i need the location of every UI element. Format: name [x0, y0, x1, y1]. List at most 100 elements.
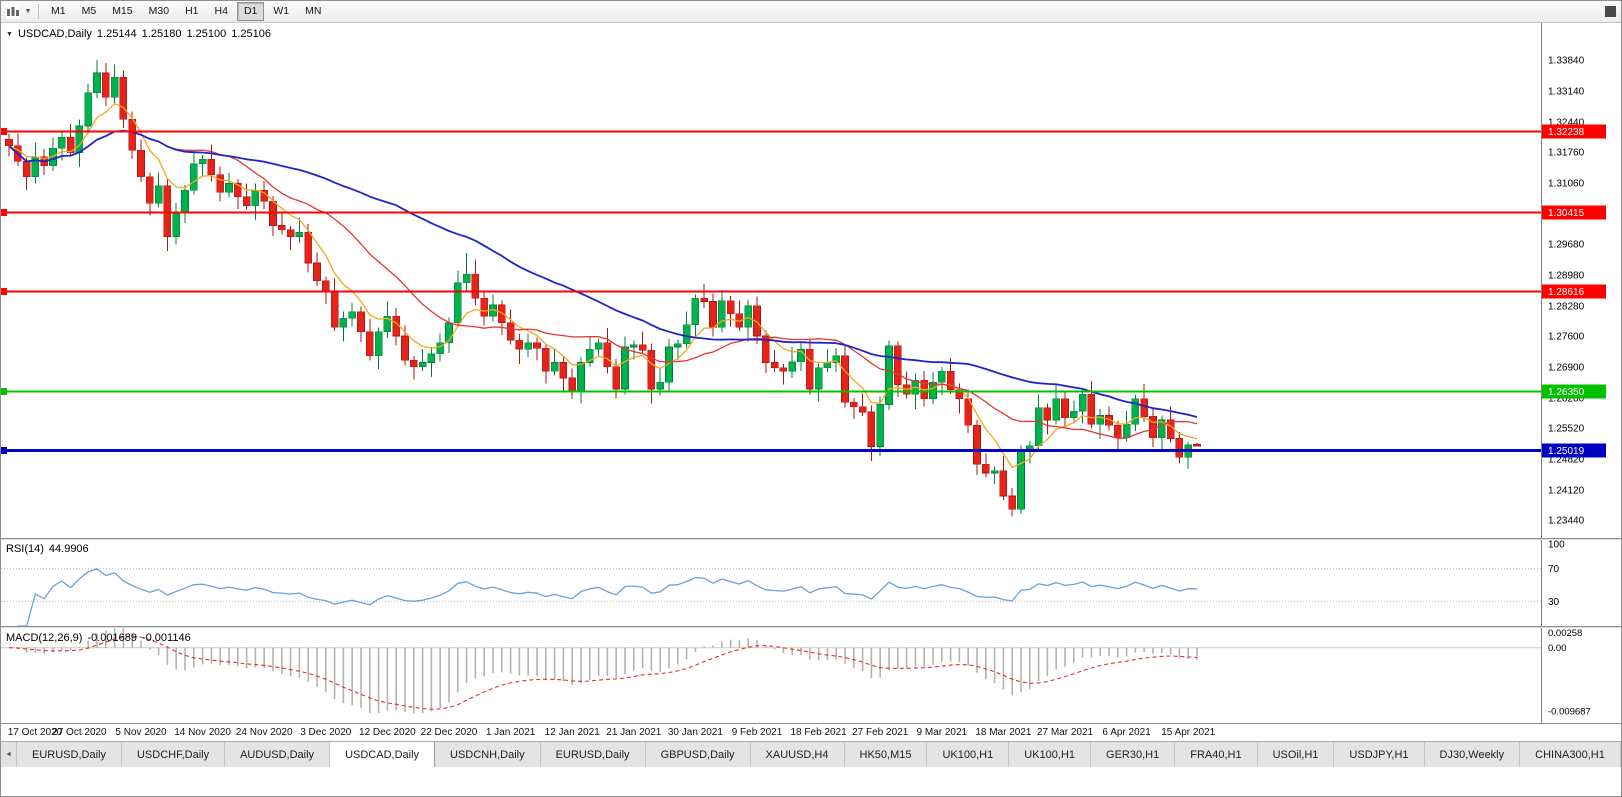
toolbar-separator [38, 4, 39, 19]
chart-tab-eurusd-daily[interactable]: EURUSD,Daily [17, 742, 122, 767]
svg-text:70: 70 [1548, 564, 1560, 575]
svg-text:1.25019: 1.25019 [1548, 446, 1585, 457]
date-axis-label: 21 Jan 2021 [606, 727, 662, 738]
rsi-panel[interactable]: 100 70 30 [1, 540, 1622, 626]
date-axis-label: 18 Feb 2021 [790, 727, 847, 738]
svg-text:100: 100 [1548, 540, 1565, 551]
rsi-value: 44.9906 [48, 543, 89, 555]
timeframe-button-m15[interactable]: M15 [112, 5, 133, 17]
chart-tab-usdchf-daily[interactable]: USDCHF,Daily [121, 742, 226, 767]
chart-tab-uk100-h1[interactable]: UK100,H1 [1009, 742, 1092, 767]
timeframe-toolbar: ▼ M1 M5 M15 M30 H1 H4 D1 W1 MN [1, 1, 1621, 23]
window-bottom-space [1, 767, 1621, 796]
svg-text:1.26350: 1.26350 [1548, 387, 1585, 398]
chart-tab-hk50-m15[interactable]: HK50,M15 [844, 742, 928, 767]
date-axis-label: 24 Nov 2020 [235, 727, 293, 738]
timeframe-button-m30[interactable]: M30 [148, 5, 170, 17]
ohlc-low: 1.25100 [186, 28, 227, 40]
svg-text:1.24120: 1.24120 [1548, 485, 1585, 496]
date-axis-label: 15 Apr 2021 [1161, 727, 1216, 738]
timeframe-button-m1[interactable]: M1 [51, 5, 66, 17]
svg-text:0.00258: 0.00258 [1548, 628, 1582, 639]
timeframe-button-h4[interactable]: H4 [214, 5, 228, 17]
date-axis-label: 6 Apr 2021 [1102, 727, 1151, 738]
date-axis-label: 9 Feb 2021 [731, 727, 783, 738]
date-axis-label: 27 Mar 2021 [1036, 727, 1094, 738]
tabs-scroll-left-icon[interactable]: ◄ [1, 742, 17, 767]
svg-text:30: 30 [1548, 597, 1560, 608]
svg-text:1.33840: 1.33840 [1548, 56, 1585, 67]
chart-tab-gbpusd-daily[interactable]: GBPUSD,Daily [645, 742, 751, 767]
svg-text:1.32440: 1.32440 [1548, 118, 1585, 129]
timeframe-button-group: M1 M5 M15 M30 H1 H4 D1 W1 MN [43, 2, 329, 21]
macd-indicator-label: MACD(12,26,9) -0.001689 -0.001146 [6, 632, 196, 644]
ohlc-high: 1.25180 [141, 28, 182, 40]
date-axis-label: 30 Jan 2021 [667, 727, 723, 738]
timeframe-button-m5[interactable]: M5 [81, 5, 97, 17]
chart-tab-china300-h1[interactable]: CHINA300,H1 [1520, 742, 1621, 767]
chart-tab-uk100-h1[interactable]: UK100,H1 [927, 742, 1010, 767]
chart-type-icon[interactable] [4, 3, 22, 21]
timeframe-button-w1[interactable]: W1 [273, 5, 290, 17]
svg-text:1.26200: 1.26200 [1548, 393, 1585, 404]
chart-tab-xauusd-h4[interactable]: XAUUSD,H4 [750, 742, 845, 767]
date-axis-label: 22 Dec 2020 [420, 727, 478, 738]
svg-text:1.27600: 1.27600 [1548, 331, 1585, 342]
chart-tab-usdjpy-h1[interactable]: USDJPY,H1 [1334, 742, 1425, 767]
date-axis-label: 27 Oct 2020 [52, 727, 107, 738]
date-axis-label: 1 Jan 2021 [485, 727, 536, 738]
macd-name: MACD(12,26,9) [6, 632, 83, 644]
svg-text:1.23440: 1.23440 [1548, 515, 1585, 526]
panel-separator[interactable] [1, 538, 1621, 540]
timeframe-button-d1[interactable]: D1 [236, 2, 265, 21]
svg-text:1.28616: 1.28616 [1548, 287, 1585, 298]
chart-type-dropdown-icon[interactable]: ▼ [24, 8, 32, 15]
svg-text:1.26900: 1.26900 [1548, 362, 1585, 373]
svg-text:-0.009687: -0.009687 [1548, 707, 1591, 718]
timeframe-button-mn[interactable]: MN [305, 5, 322, 17]
svg-text:1.28280: 1.28280 [1548, 301, 1585, 312]
ohlc-close: 1.25106 [231, 28, 271, 40]
date-axis-label: 3 Dec 2020 [300, 727, 352, 738]
date-axis-label: 12 Jan 2021 [544, 727, 600, 738]
chart-tab-fra40-h1[interactable]: FRA40,H1 [1175, 742, 1258, 767]
time-axis[interactable]: 17 Oct 2020 27 Oct 2020 5 Nov 2020 14 Nov 2… [1, 723, 1621, 741]
chart-tabs: EURUSD,Daily USDCHF,Daily AUDUSD,Daily USDC… [17, 742, 1621, 767]
chart-tab-eurusd-daily[interactable]: EURUSD,Daily [540, 742, 646, 767]
svg-text:1.32238: 1.32238 [1548, 127, 1585, 138]
date-axis-label: 14 Nov 2020 [174, 727, 231, 738]
panel-separator[interactable] [1, 626, 1621, 628]
macd-value-main: -0.001689 [87, 632, 137, 644]
chart-tab-bar: ◄ EURUSD,Daily USDCHF,Daily AUDUSD,Daily US… [1, 741, 1621, 767]
symbol-collapse-icon[interactable]: ▼ [6, 31, 13, 38]
main-price-chart[interactable]: 1.338401.331401.324401.317601.310601.303… [1, 23, 1622, 538]
bar-chart-glyph [6, 4, 20, 19]
rsi-name: RSI(14) [6, 543, 44, 555]
macd-panel[interactable]: 0.00258 0.00 -0.009687 [1, 628, 1622, 723]
svg-text:1.28980: 1.28980 [1548, 270, 1585, 281]
date-axis-label: 12 Dec 2020 [359, 727, 416, 738]
svg-text:1.30415: 1.30415 [1548, 208, 1585, 219]
chart-tab-audusd-daily[interactable]: AUDUSD,Daily [225, 742, 331, 767]
ohlc-open: 1.25144 [96, 28, 137, 40]
macd-value-signal: -0.001146 [141, 632, 191, 644]
date-axis-label: 5 Nov 2020 [115, 727, 167, 738]
date-axis-label: 9 Mar 2021 [916, 727, 968, 738]
timeframe-button-h1[interactable]: H1 [185, 5, 199, 17]
date-axis-label: 17 Oct 2020 [7, 727, 63, 738]
svg-text:1.31760: 1.31760 [1548, 148, 1585, 159]
rsi-indicator-label: RSI(14) 44.9906 [6, 543, 94, 555]
date-axis-label: 27 Feb 2021 [852, 727, 909, 738]
chart-tab-usoil-h1[interactable]: USOil,H1 [1257, 742, 1335, 767]
chart-symbol-label: USDCAD,Daily [17, 28, 92, 40]
chart-tab-usdcad-daily[interactable]: USDCAD,Daily [330, 742, 436, 767]
chart-tab-usdcnh-daily[interactable]: USDCNH,Daily [435, 742, 541, 767]
svg-text:1.29680: 1.29680 [1548, 240, 1585, 251]
svg-text:1.33140: 1.33140 [1548, 87, 1585, 98]
toolbar-handle-icon[interactable] [1605, 6, 1616, 17]
chart-tab-ger30-h1[interactable]: GER30,H1 [1091, 742, 1176, 767]
chart-title: ▼ USDCAD,Daily 1.25144 1.25180 1.25100 1.2510… [6, 28, 276, 40]
chart-tab-dj30-weekly[interactable]: DJ30,Weekly [1424, 742, 1521, 767]
svg-text:1.25520: 1.25520 [1548, 423, 1585, 434]
